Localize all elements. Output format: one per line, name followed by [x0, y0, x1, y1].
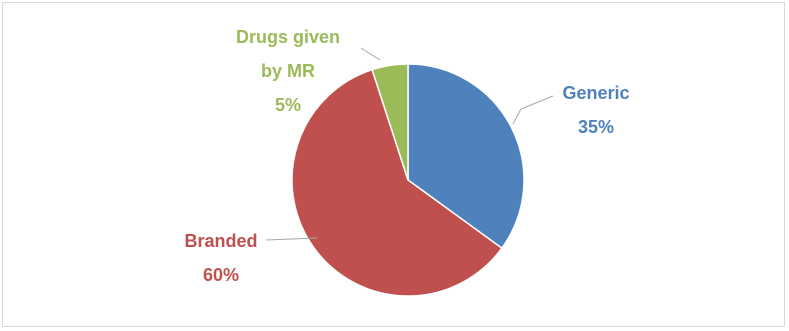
pie-slice-drugs-given-by-mr — [371, 63, 409, 181]
label-branded-name: Branded — [184, 231, 257, 251]
label-mr-name-line2: by MR — [261, 61, 315, 81]
pie-slices — [291, 63, 525, 297]
pie-slice-generic — [407, 63, 525, 250]
label-generic-name: Generic — [562, 83, 629, 103]
label-mr-name-line1: Drugs given — [236, 27, 340, 47]
label-branded-percent: 60% — [203, 265, 239, 285]
label-generic-percent: 35% — [578, 117, 614, 137]
leader-line-generic — [512, 95, 554, 125]
leader-lines — [265, 47, 554, 241]
label-mr-percent: 5% — [275, 95, 301, 115]
pie-slice-branded — [291, 68, 503, 297]
leader-line-branded — [265, 237, 318, 241]
leader-line-mr — [360, 47, 381, 61]
